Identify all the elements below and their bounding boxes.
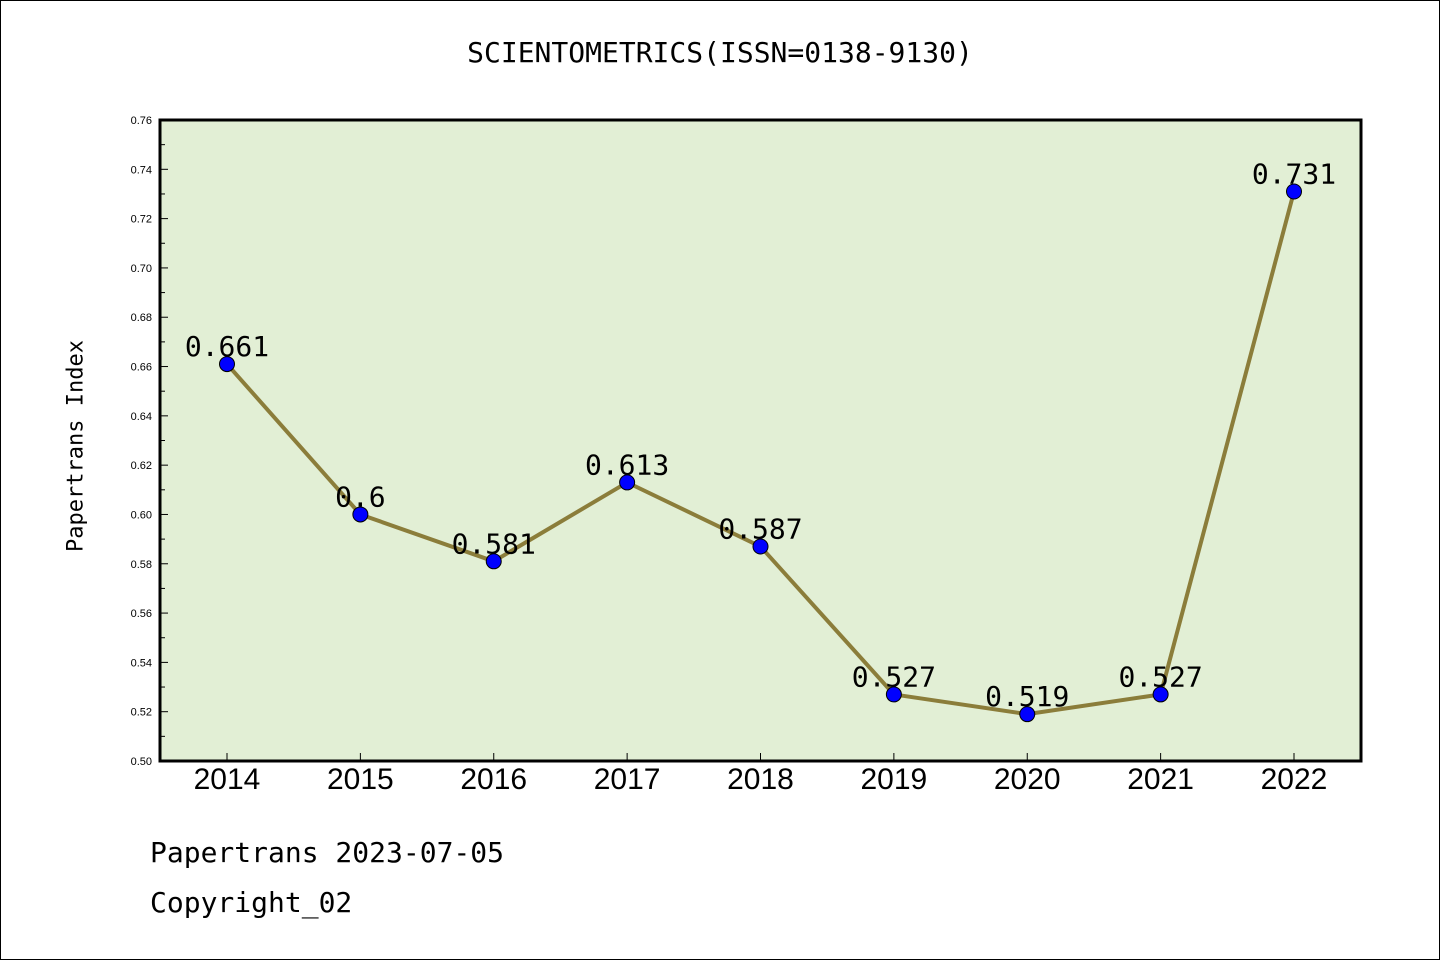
y-tick-label: 0.72	[131, 214, 152, 226]
y-tick-label: 0.54	[131, 657, 152, 669]
y-tick-label: 0.58	[131, 559, 152, 571]
data-point	[485, 553, 502, 570]
x-tick-label: 2016	[460, 763, 527, 796]
data-label: 0.527	[1118, 660, 1202, 693]
x-tick-label: 2017	[594, 763, 661, 796]
y-axis-ticks: 0.50 0.52 0.54 0.56 0.58 0.60 0.62 0.64 0.66 0.68…	[131, 115, 168, 768]
y-tick-label: 0.60	[131, 509, 152, 521]
data-label: 0.587	[718, 513, 802, 546]
x-tick-label: 2014	[194, 763, 261, 796]
plot-area	[160, 120, 1361, 761]
chart-title: SCIENTOMETRICS(ISSN=0138-9130)	[467, 36, 973, 69]
x-tick-label: 2018	[727, 763, 794, 796]
data-label: 0.613	[585, 448, 669, 481]
y-tick-label: 0.64	[131, 411, 152, 423]
data-point	[352, 506, 369, 523]
data-label: 0.6	[335, 480, 386, 513]
x-tick-label: 2021	[1127, 763, 1194, 796]
y-tick-label: 0.76	[131, 115, 152, 127]
y-tick-label: 0.62	[131, 460, 152, 472]
y-tick-label: 0.74	[131, 164, 152, 176]
data-point	[1286, 183, 1302, 200]
y-tick-label: 0.52	[131, 707, 152, 719]
x-tick-label: 2020	[994, 763, 1061, 796]
data-points	[219, 183, 1302, 723]
data-point	[1019, 706, 1036, 723]
x-tick-label: 2019	[861, 763, 928, 796]
data-point	[1152, 686, 1169, 703]
plot-border	[158, 118, 1363, 763]
y-tick-label: 0.68	[131, 312, 152, 324]
y-tick-label: 0.50	[131, 756, 152, 768]
data-labels: 0.661 0.6 0.581 0.613 0.587 0.527 0.519 0.527 0.…	[185, 157, 1336, 713]
y-tick-label: 0.66	[131, 362, 152, 374]
data-label: 0.519	[985, 680, 1069, 713]
data-label: 0.661	[185, 330, 269, 363]
x-tick-label: 2022	[1261, 763, 1328, 796]
data-label: 0.731	[1252, 157, 1336, 190]
x-axis-ticks: 2014 2015 2016 2017 2018 2019 2020 2021 2022	[194, 753, 1328, 796]
y-tick-label: 0.56	[131, 608, 152, 620]
y-tick-label: 0.70	[131, 263, 152, 275]
data-point	[885, 686, 902, 703]
footer-copyright: Copyright_02	[150, 886, 353, 919]
data-label: 0.581	[452, 527, 536, 560]
data-point	[752, 538, 769, 555]
data-point	[619, 474, 636, 491]
footer-source: Papertrans 2023-07-05	[150, 836, 505, 869]
x-tick-label: 2015	[327, 763, 394, 796]
data-point	[219, 356, 235, 373]
data-label: 0.527	[852, 660, 936, 693]
